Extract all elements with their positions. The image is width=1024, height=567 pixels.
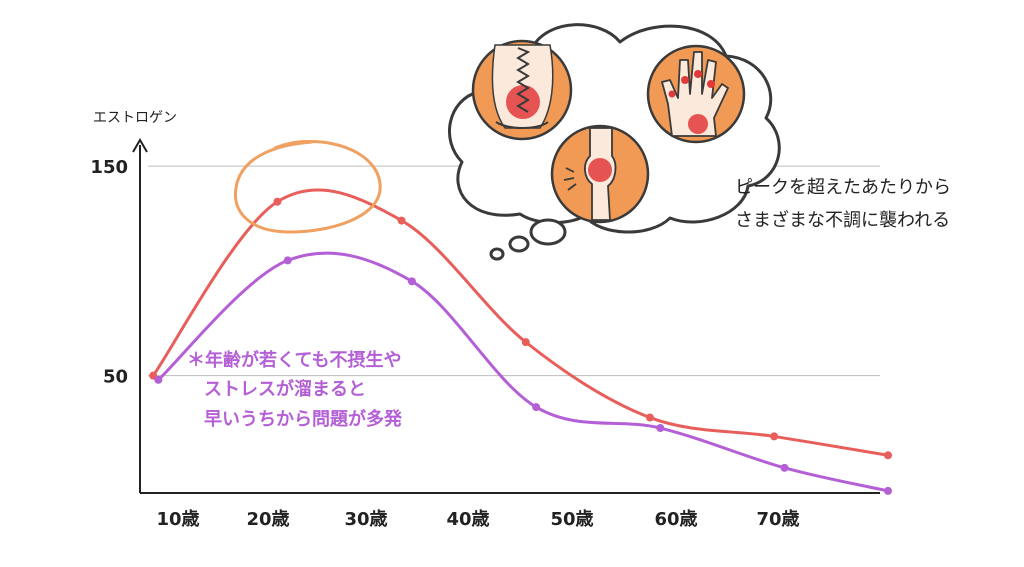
point-series1-3 bbox=[532, 403, 541, 412]
annotation-line-3: 早いうちから問題が多発 bbox=[204, 408, 403, 430]
bubble-text-line-2: さまざまな不調に襲われる bbox=[735, 209, 950, 231]
point-series0-6 bbox=[884, 451, 892, 460]
series-line-red bbox=[151, 188, 890, 457]
point-series0-5 bbox=[770, 432, 779, 441]
y-axis-arrow bbox=[132, 138, 148, 153]
peak-highlight-circle bbox=[233, 140, 382, 234]
point-series1-0 bbox=[154, 375, 163, 384]
series-line-purple bbox=[156, 251, 890, 493]
x-tick-label-30: 30歳 bbox=[344, 509, 387, 530]
point-series1-6 bbox=[884, 486, 892, 495]
point-series1-5 bbox=[780, 463, 789, 472]
x-tick-label-20: 20歳 bbox=[246, 509, 289, 530]
annotation-line-2: ストレスが溜まると bbox=[204, 378, 366, 400]
point-series1-2 bbox=[407, 277, 416, 286]
y-axis-label: エストロゲン bbox=[93, 110, 177, 126]
hand-pain-illustration bbox=[646, 44, 746, 144]
bubble-text-line-1: ピークを超えたあたりから bbox=[735, 177, 951, 198]
x-tick-labels: 10歳 20歳 30歳 40歳 50歳 60歳 70歳 bbox=[156, 509, 799, 530]
point-series1-1 bbox=[283, 256, 292, 265]
thought-bubble bbox=[448, 23, 781, 261]
point-series0-2 bbox=[397, 216, 406, 225]
point-series0-1 bbox=[273, 197, 282, 206]
x-tick-label-50: 50歳 bbox=[550, 509, 593, 530]
point-series0-4 bbox=[645, 413, 654, 422]
annotation-line-1: ＊年齢が若くても不摂生や bbox=[187, 349, 402, 371]
point-series0-3 bbox=[521, 338, 530, 347]
y-tick-label-50: 50 bbox=[103, 367, 128, 388]
x-tick-label-70: 70歳 bbox=[756, 509, 799, 530]
thought-bubble-dot-large bbox=[529, 218, 567, 246]
point-series1-4 bbox=[656, 424, 665, 433]
x-tick-label-60: 60歳 bbox=[654, 509, 697, 530]
x-tick-label-10: 10歳 bbox=[156, 509, 199, 530]
thought-bubble-dot-medium bbox=[508, 235, 530, 253]
series-points bbox=[149, 197, 892, 495]
knee-pain-illustration bbox=[550, 124, 650, 224]
x-tick-label-40: 40歳 bbox=[446, 509, 489, 530]
thought-bubble-dot-small bbox=[489, 247, 505, 261]
y-tick-label-150: 150 bbox=[90, 157, 128, 178]
spine-pain-illustration bbox=[471, 39, 573, 141]
